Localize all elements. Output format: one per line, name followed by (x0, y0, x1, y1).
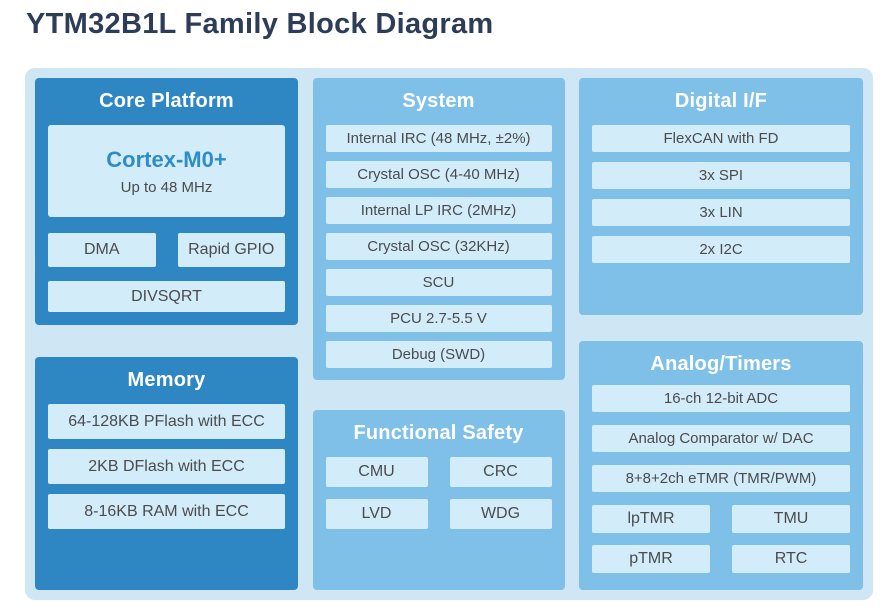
block-pflash: 64-128KB PFlash with ECC (48, 404, 285, 439)
block-crystal-osc-hf: Crystal OSC (4-40 MHz) (325, 161, 552, 188)
section-title-memory: Memory (127, 369, 206, 391)
block-cmu: CMU (325, 457, 428, 487)
block-wdg: WDG (449, 499, 552, 529)
section-title-system: System (402, 90, 475, 112)
block-ptmr: pTMR (592, 545, 710, 573)
block-diagram: Core Platform Cortex-M0+ Up to 48 MHz DM… (25, 68, 873, 600)
block-lin: 3x LIN (592, 199, 850, 226)
block-analog-comparator: Analog Comparator w/ DAC (592, 425, 850, 452)
core-platform-row: DMA Rapid GPIO (48, 233, 285, 267)
block-lvd: LVD (325, 499, 428, 529)
block-divsqrt: DIVSQRT (48, 281, 285, 312)
block-dma: DMA (48, 233, 156, 267)
functional-safety-grid: CMU CRC LVD WDG (325, 457, 552, 529)
block-ram: 8-16KB RAM with ECC (48, 494, 285, 529)
block-etmr: 8+8+2ch eTMR (TMR/PWM) (592, 465, 850, 492)
section-memory: Memory 64-128KB PFlash with ECC 2KB DFla… (35, 357, 298, 590)
block-rtc: RTC (732, 545, 850, 573)
section-system: System Internal IRC (48 MHz, ±2%) Crysta… (312, 78, 565, 380)
section-title-functional-safety: Functional Safety (353, 422, 524, 444)
section-digital-if: Digital I/F FlexCAN with FD 3x SPI 3x LI… (579, 78, 863, 315)
section-core-platform: Core Platform Cortex-M0+ Up to 48 MHz DM… (35, 78, 298, 325)
diagram-column-left: Core Platform Cortex-M0+ Up to 48 MHz DM… (35, 78, 298, 590)
diagram-column-right: Digital I/F FlexCAN with FD 3x SPI 3x LI… (579, 78, 863, 590)
analog-timers-grid: lpTMR TMU pTMR RTC (592, 505, 850, 573)
block-crc: CRC (449, 457, 552, 487)
block-debug-swd: Debug (SWD) (325, 341, 552, 368)
cortex-subtitle: Up to 48 MHz (120, 178, 213, 196)
block-scu: SCU (325, 269, 552, 296)
block-cortex-m0plus: Cortex-M0+ Up to 48 MHz (48, 125, 285, 217)
block-lptmr: lpTMR (592, 505, 710, 533)
section-functional-safety: Functional Safety CMU CRC LVD WDG (312, 410, 565, 590)
diagram-column-middle: System Internal IRC (48 MHz, ±2%) Crysta… (312, 78, 565, 590)
block-internal-lp-irc: Internal LP IRC (2MHz) (325, 197, 552, 224)
block-tmu: TMU (732, 505, 850, 533)
block-rapid-gpio: Rapid GPIO (177, 233, 285, 267)
section-title-digital-if: Digital I/F (674, 90, 768, 112)
block-internal-irc: Internal IRC (48 MHz, ±2%) (325, 125, 552, 152)
section-title-core-platform: Core Platform (99, 90, 234, 112)
block-dflash: 2KB DFlash with ECC (48, 449, 285, 484)
block-adc: 16-ch 12-bit ADC (592, 385, 850, 412)
cortex-name: Cortex-M0+ (106, 146, 227, 172)
section-title-analog-timers: Analog/Timers (650, 353, 792, 375)
block-flexcan: FlexCAN with FD (592, 125, 850, 152)
block-spi: 3x SPI (592, 162, 850, 189)
block-pcu: PCU 2.7-5.5 V (325, 305, 552, 332)
section-analog-timers: Analog/Timers 16-ch 12-bit ADC Analog Co… (579, 341, 863, 590)
page-title: YTM32B1L Family Block Diagram (26, 8, 494, 40)
block-crystal-osc-32k: Crystal OSC (32KHz) (325, 233, 552, 260)
block-i2c: 2x I2C (592, 236, 850, 263)
